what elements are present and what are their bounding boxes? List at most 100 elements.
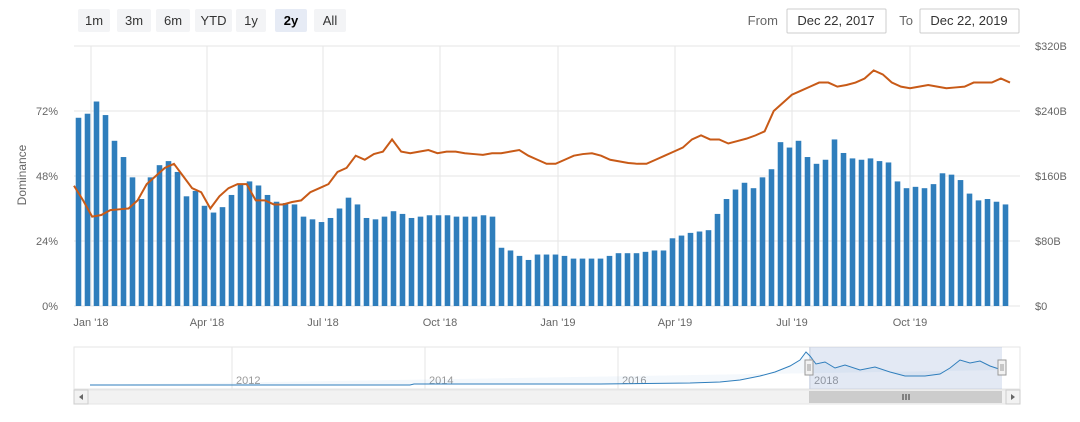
- from-label: From: [748, 13, 778, 28]
- bar: [975, 200, 982, 307]
- to-date-input[interactable]: Dec 22, 2019: [919, 8, 1020, 34]
- bar: [318, 222, 325, 306]
- bar: [831, 139, 838, 306]
- bar: [111, 140, 118, 306]
- bar: [273, 201, 280, 306]
- navigator: 2012201420162018: [73, 346, 1021, 390]
- bar: [876, 161, 883, 306]
- to-label: To: [899, 13, 913, 28]
- bar: [948, 174, 955, 306]
- bar: [489, 216, 496, 307]
- from-date-input[interactable]: Dec 22, 2017: [786, 8, 887, 34]
- bar: [219, 207, 226, 306]
- bar: [309, 219, 316, 306]
- bar: [687, 232, 694, 307]
- bar: [885, 162, 892, 306]
- bar: [426, 215, 433, 306]
- navigator-handle-left[interactable]: [804, 359, 814, 376]
- bar: [786, 147, 793, 306]
- bar: [732, 189, 739, 306]
- bar: [471, 216, 478, 307]
- bar: [723, 199, 730, 306]
- range-button-label: 1y: [244, 13, 258, 28]
- bar: [435, 215, 442, 306]
- bar: [849, 158, 856, 306]
- range-button-label: 6m: [164, 13, 182, 28]
- bar: [516, 255, 523, 306]
- bar: [714, 213, 721, 306]
- nav-year-label: 2012: [236, 375, 260, 387]
- x-tick-label: Jul '18: [307, 317, 338, 329]
- range-button-label: YTD: [201, 13, 227, 28]
- bar: [192, 190, 199, 306]
- bar: [534, 254, 541, 306]
- bar: [264, 194, 271, 306]
- bar: [498, 247, 505, 306]
- range-button-ytd[interactable]: YTD: [195, 9, 232, 32]
- bar: [930, 184, 937, 307]
- range-button-all[interactable]: All: [314, 9, 346, 32]
- bar: [993, 201, 1000, 306]
- bar: [183, 196, 190, 306]
- navigator-selection[interactable]: [809, 347, 1002, 389]
- range-button-2y[interactable]: 2y: [275, 9, 307, 32]
- bar: [102, 115, 109, 306]
- right-tick-label: $240B: [1035, 106, 1067, 118]
- bar: [372, 219, 379, 306]
- left-tick-label: 0%: [42, 301, 58, 313]
- bar: [867, 158, 874, 306]
- bar: [174, 171, 181, 306]
- bar: [93, 101, 100, 307]
- bar: [408, 217, 415, 306]
- bar: [561, 255, 568, 306]
- range-button-3m[interactable]: 3m: [117, 9, 151, 32]
- bar: [417, 216, 424, 307]
- bar: [858, 159, 865, 306]
- bar: [579, 258, 586, 306]
- range-button-1m[interactable]: 1m: [78, 9, 110, 32]
- bar: [75, 117, 82, 307]
- bar: [345, 197, 352, 306]
- bar: [156, 165, 163, 306]
- bar: [120, 157, 127, 306]
- bar: [651, 250, 658, 306]
- bar: [138, 199, 145, 306]
- right-tick-label: $80B: [1035, 236, 1061, 248]
- range-button-label: 1m: [85, 13, 103, 28]
- bar: [300, 216, 307, 307]
- left-tick-label: 48%: [36, 171, 58, 183]
- x-tick-label: Jul '19: [776, 317, 807, 329]
- left-axis-ticks: 0% 24% 48% 72%: [36, 106, 58, 313]
- bar: [768, 169, 775, 306]
- bar: [246, 181, 253, 306]
- bar: [525, 259, 532, 306]
- range-button-label: 2y: [284, 13, 299, 28]
- bar: [444, 215, 451, 306]
- bar: [606, 255, 613, 306]
- bar: [705, 230, 712, 306]
- bar: [912, 186, 919, 306]
- bar: [570, 258, 577, 306]
- bar: [696, 231, 703, 306]
- bar: [255, 185, 262, 306]
- range-button-6m[interactable]: 6m: [156, 9, 190, 32]
- bar: [165, 161, 172, 306]
- bar: [381, 216, 388, 307]
- bar: [462, 216, 469, 307]
- bar: [543, 254, 550, 306]
- dominance-bars: [75, 101, 1009, 307]
- scrollbar[interactable]: [73, 389, 1021, 405]
- range-button-1y[interactable]: 1y: [236, 9, 266, 32]
- navigator-handle-right[interactable]: [997, 359, 1007, 376]
- right-tick-label: $160B: [1035, 171, 1067, 183]
- bar: [390, 211, 397, 306]
- market-cap-line: [73, 69, 1011, 218]
- x-tick-label: Oct '19: [893, 317, 928, 329]
- bar: [741, 182, 748, 306]
- bar: [903, 188, 910, 306]
- left-tick-label: 72%: [36, 106, 58, 118]
- bar: [678, 235, 685, 306]
- date-range-inputs: From Dec 22, 2017 To Dec 22, 2019: [748, 8, 1020, 34]
- right-axis-ticks: $0 $80B $160B $240B $320B: [1035, 41, 1067, 313]
